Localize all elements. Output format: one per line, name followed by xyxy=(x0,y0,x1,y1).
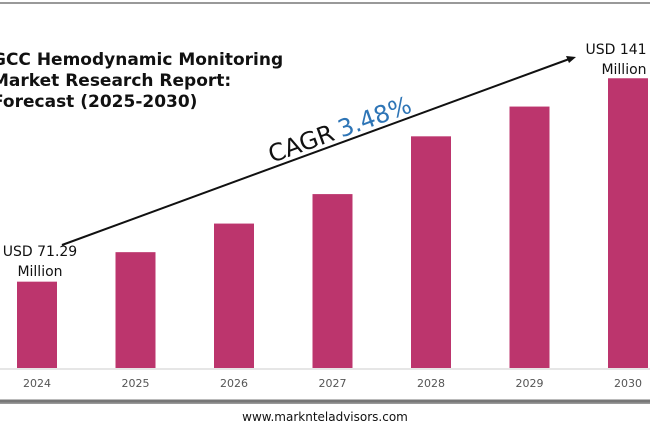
x-tick-label: 2027 xyxy=(319,377,347,390)
start-label-line1: USD 71.29 xyxy=(3,244,77,260)
frame-border xyxy=(0,2,650,404)
title-line: GCC Hemodynamic Monitoring xyxy=(0,50,284,70)
cagr-arrow xyxy=(61,57,573,246)
cagr-label: CAGR3.48% xyxy=(264,91,415,169)
chart-title: GCC Hemodynamic Monitoring Market Researc… xyxy=(0,50,283,113)
start-label-line2: Million xyxy=(17,264,62,280)
bar-2027 xyxy=(312,194,353,368)
end-label-line2: Million xyxy=(601,62,646,78)
bar-2024 xyxy=(17,281,57,368)
x-tick-label: 2030 xyxy=(614,377,642,390)
x-tick-label: 2025 xyxy=(122,377,150,390)
title-line: Forecast (2025-2030) xyxy=(0,92,198,112)
bar-2030 xyxy=(608,78,648,369)
footer-url[interactable]: www.marknteladvisors.com xyxy=(242,410,408,424)
bar-2028 xyxy=(411,136,451,368)
x-tick-label: 2024 xyxy=(23,377,51,390)
x-tick-label: 2029 xyxy=(516,377,544,390)
bar-2025 xyxy=(115,252,156,368)
title-line: Market Research Report: xyxy=(0,71,232,91)
x-tick-label: 2026 xyxy=(220,377,248,390)
bar-2029 xyxy=(509,106,550,369)
arrow-head-icon xyxy=(566,56,576,63)
end-label-line1: USD 141 xyxy=(585,42,646,58)
x-tick-label: 2028 xyxy=(417,377,445,390)
bar-2026 xyxy=(214,223,254,368)
